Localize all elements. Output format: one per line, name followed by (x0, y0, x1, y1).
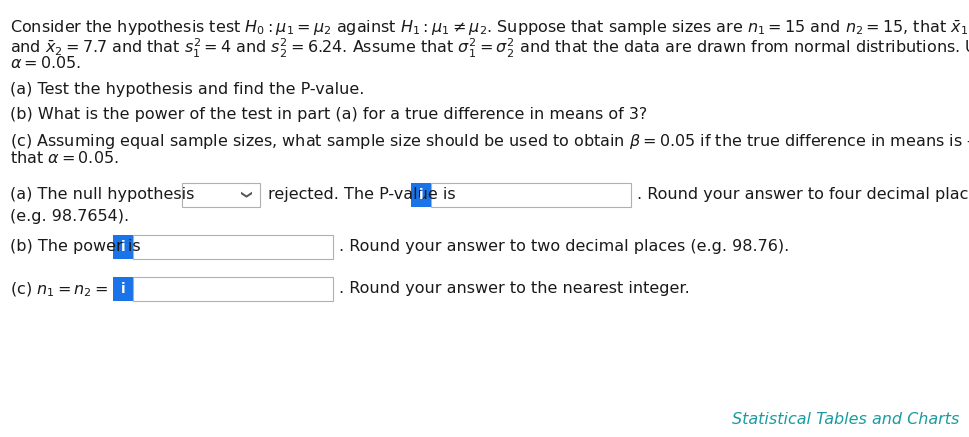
Text: ❯: ❯ (238, 190, 249, 200)
Bar (113, 277, 133, 301)
Bar (133, 235, 333, 259)
Text: i: i (419, 188, 423, 202)
Text: that $\alpha = 0.05$.: that $\alpha = 0.05$. (10, 150, 119, 166)
Text: Statistical Tables and Charts: Statistical Tables and Charts (732, 412, 959, 427)
Text: (a) The null hypothesis: (a) The null hypothesis (10, 187, 195, 202)
Text: $\alpha = 0.05$.: $\alpha = 0.05$. (10, 55, 81, 71)
Text: . Round your answer to the nearest integer.: . Round your answer to the nearest integ… (339, 281, 690, 296)
Bar (182, 183, 260, 207)
Text: (b) The power is: (b) The power is (10, 239, 141, 254)
Text: i: i (121, 282, 125, 296)
Bar (411, 183, 431, 207)
Bar (431, 183, 631, 207)
Text: rejected. The P-value is: rejected. The P-value is (268, 187, 455, 202)
Text: . Round your answer to two decimal places (e.g. 98.76).: . Round your answer to two decimal place… (339, 239, 789, 254)
Text: i: i (121, 240, 125, 254)
Text: (a) Test the hypothesis and find the P-value.: (a) Test the hypothesis and find the P-v… (10, 82, 364, 97)
Bar (113, 235, 133, 259)
Text: and $\bar{x}_2 = 7.7$ and that $s_1^2 = 4$ and $s_2^2 = 6.24$. Assume that $\sig: and $\bar{x}_2 = 7.7$ and that $s_1^2 = … (10, 37, 969, 60)
Text: . Round your answer to four decimal places: . Round your answer to four decimal plac… (637, 187, 969, 202)
Text: Consider the hypothesis test $H_0 : \mu_1 = \mu_2$ against $H_1 : \mu_1 \neq \mu: Consider the hypothesis test $H_0 : \mu_… (10, 19, 969, 38)
Text: (e.g. 98.7654).: (e.g. 98.7654). (10, 209, 129, 224)
Text: (c) Assuming equal sample sizes, what sample size should be used to obtain $\bet: (c) Assuming equal sample sizes, what sa… (10, 132, 969, 151)
Text: (b) What is the power of the test in part (a) for a true difference in means of : (b) What is the power of the test in par… (10, 107, 647, 122)
Bar (133, 277, 333, 301)
Text: (c) $n_1 = n_2 =$: (c) $n_1 = n_2 =$ (10, 281, 109, 299)
